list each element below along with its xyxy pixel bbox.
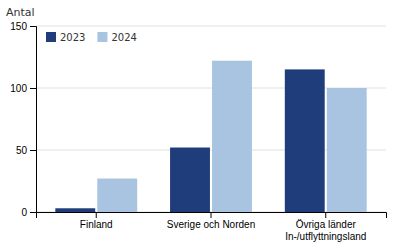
tick: 0 xyxy=(21,207,36,218)
chart: 0 50 100 150 Finland Sverige och Norden Övriga… xyxy=(0,0,396,252)
tick-mark xyxy=(30,88,36,89)
tick: Övriga länderIn-/utflyttningsland xyxy=(285,212,366,242)
tick-mark xyxy=(30,150,36,151)
legend-label: 2023 xyxy=(60,32,85,43)
tick-label: 0 xyxy=(21,207,27,218)
grid xyxy=(36,26,386,212)
legend-background xyxy=(42,28,141,46)
tick-label: Sverige och Norden xyxy=(167,219,255,230)
tick: Finland xyxy=(80,212,113,230)
tick-label: 100 xyxy=(10,83,27,94)
grid-line xyxy=(36,26,386,27)
bar xyxy=(97,179,137,212)
axis-line xyxy=(30,27,37,213)
tick-mark xyxy=(30,212,36,213)
tick-label: Finland xyxy=(80,219,113,230)
tick-mark xyxy=(211,212,212,218)
axis-title: Antal xyxy=(6,6,35,19)
tick: 150 xyxy=(10,21,36,32)
tick-label: 50 xyxy=(16,145,28,156)
tick-label: 150 xyxy=(10,21,27,32)
tick: 50 xyxy=(16,145,36,156)
tick-mark xyxy=(30,26,36,27)
legend-swatch xyxy=(46,32,56,42)
legend: 2023 2024 xyxy=(42,28,141,46)
tick-label: Övriga länderIn-/utflyttningsland xyxy=(285,219,366,242)
tick-mark xyxy=(325,212,326,218)
y-axis: 0 50 100 150 xyxy=(10,21,36,218)
bar xyxy=(170,148,210,212)
tick: 100 xyxy=(10,83,36,94)
series xyxy=(97,61,366,212)
legend-item: 2024 xyxy=(97,32,136,43)
x-axis: Finland Sverige och Norden Övriga länderIn… xyxy=(37,212,387,242)
legend-swatch xyxy=(97,32,107,42)
bar xyxy=(327,88,367,212)
series xyxy=(55,69,324,212)
legend-item: 2023 xyxy=(46,32,85,43)
axis-line xyxy=(37,213,387,219)
tick: Sverige och Norden xyxy=(167,212,255,230)
tick-mark xyxy=(96,212,97,218)
bar xyxy=(55,208,95,212)
plot: 0 50 100 150 Finland Sverige och Norden Övriga… xyxy=(10,21,386,242)
bar xyxy=(285,69,325,212)
bars xyxy=(55,61,366,212)
legend-label: 2024 xyxy=(111,32,136,43)
bar xyxy=(212,61,252,212)
